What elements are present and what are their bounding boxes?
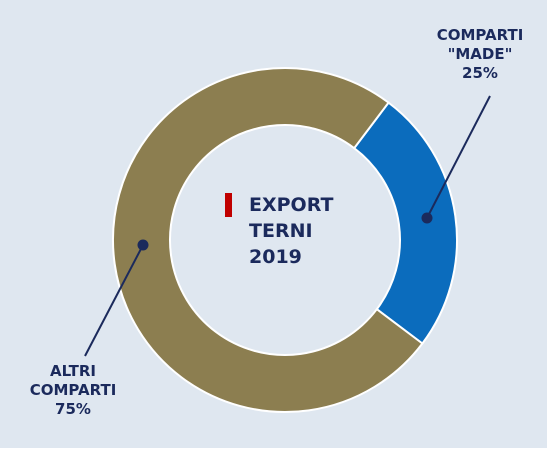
- leader-dot: [137, 239, 149, 251]
- category-label: COMPARTI "MADE": [436, 26, 524, 63]
- category-label: ALTRI COMPARTI: [29, 362, 117, 399]
- leader-dot: [421, 212, 433, 224]
- leader-line: [84, 244, 144, 357]
- donut-segment: [112, 67, 424, 413]
- title-marker: [225, 193, 232, 217]
- label-group: ALTRI COMPARTI 75%: [18, 362, 128, 419]
- label-group: COMPARTI "MADE" 25%: [420, 26, 540, 83]
- chart-title: EXPORT TERNI 2019: [249, 194, 334, 268]
- donut-segment: [352, 101, 458, 345]
- leader-line: [426, 95, 491, 219]
- value-label: 75%: [55, 400, 91, 418]
- value-label: 25%: [462, 64, 498, 82]
- donut-canvas: [84, 67, 491, 413]
- chart: EXPORT TERNI 2019 COMPARTI "MADE" 25% AL…: [0, 0, 547, 448]
